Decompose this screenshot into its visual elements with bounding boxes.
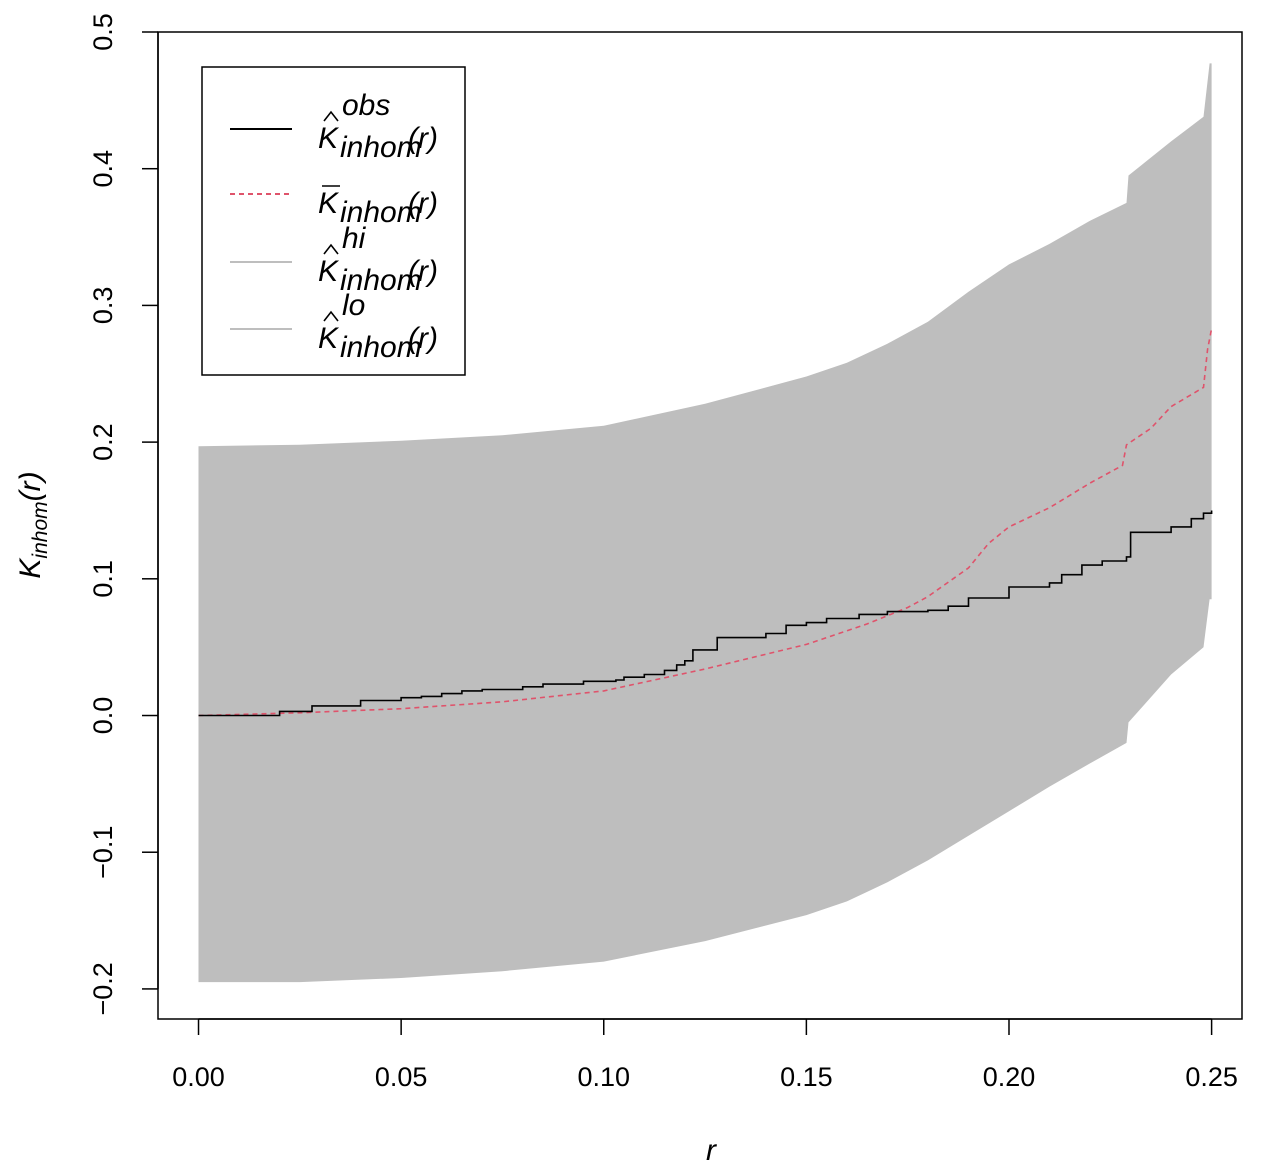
y-axis-title: Kinhom(r) bbox=[14, 471, 52, 578]
y-tick-label: 0.3 bbox=[88, 287, 118, 325]
y-axis-title-main: K bbox=[14, 557, 47, 579]
y-axis-title-sub: inhom bbox=[29, 501, 52, 558]
legend-argument: (r) bbox=[408, 122, 438, 155]
y-tick-label: 0.2 bbox=[88, 423, 118, 461]
legend-hat-accent bbox=[323, 110, 339, 122]
y-tick-label: 0.5 bbox=[88, 13, 118, 51]
x-tick-label: 0.20 bbox=[983, 1062, 1036, 1092]
y-axis-title-arg: (r) bbox=[14, 471, 47, 501]
svg-text:Kinhom(r): Kinhom(r) bbox=[14, 471, 52, 578]
legend-argument: (r) bbox=[408, 322, 438, 355]
plot-area bbox=[198, 63, 1213, 983]
legend-k: K bbox=[318, 122, 340, 155]
y-tick-label: −0.1 bbox=[88, 826, 118, 879]
x-tick-label: 0.05 bbox=[375, 1062, 428, 1092]
legend-label-lo: Klo inhom(r) bbox=[318, 289, 438, 364]
legend-label-hi: Khi inhom(r) bbox=[318, 222, 438, 297]
legend-superscript: lo bbox=[342, 289, 365, 322]
legend-superscript: obs bbox=[342, 89, 390, 122]
legend-superscript: hi bbox=[342, 222, 367, 255]
x-axis: 0.00 0.05 0.10 0.15 0.20 0.25 bbox=[172, 1018, 1238, 1092]
legend-k: K bbox=[318, 255, 340, 288]
x-tick-label: 0.15 bbox=[780, 1062, 833, 1092]
envelope-band bbox=[198, 63, 1212, 983]
series-obs-line bbox=[198, 510, 1213, 717]
y-tick-label: −0.2 bbox=[88, 962, 118, 1015]
legend-k: K bbox=[318, 187, 340, 220]
y-tick-label: 0.1 bbox=[88, 560, 118, 598]
legend-subscript: inhom bbox=[340, 264, 422, 297]
x-tick-label: 0.25 bbox=[1185, 1062, 1238, 1092]
y-tick-label: 0.4 bbox=[88, 150, 118, 188]
legend-box bbox=[201, 66, 466, 376]
legend-hat-accent bbox=[323, 243, 339, 255]
y-tick-label: 0.0 bbox=[88, 697, 118, 735]
legend-argument: (r) bbox=[408, 255, 438, 288]
x-tick-label: 0.10 bbox=[577, 1062, 630, 1092]
x-tick-label: 0.00 bbox=[172, 1062, 225, 1092]
legend-subscript: inhom bbox=[340, 196, 422, 229]
legend-subscript: inhom bbox=[340, 131, 422, 164]
x-axis-title: r bbox=[706, 1134, 717, 1165]
legend-k: K bbox=[318, 322, 340, 355]
legend-argument: (r) bbox=[408, 187, 438, 220]
y-axis: −0.2 −0.1 0.0 0.1 0.2 0.3 0.4 0.5 bbox=[88, 13, 159, 1016]
series-theo-line bbox=[198, 328, 1213, 717]
legend-subscript: inhom bbox=[340, 331, 422, 364]
legend-hat-accent bbox=[323, 310, 339, 322]
